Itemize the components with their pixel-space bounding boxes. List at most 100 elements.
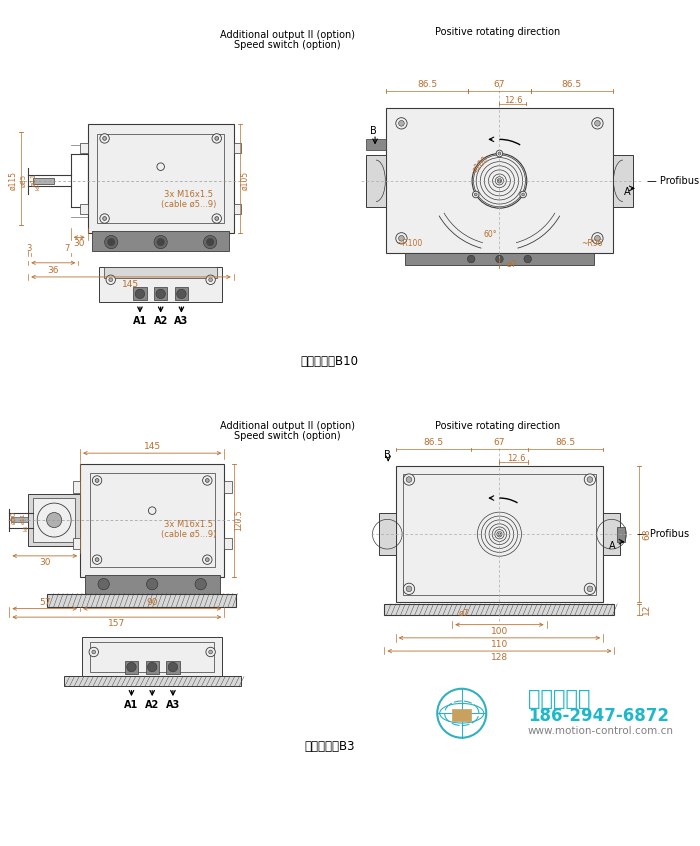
Text: 30: 30	[74, 239, 85, 249]
Bar	[33, 498, 76, 541]
Bar	[603, 513, 620, 555]
Circle shape	[398, 120, 405, 126]
Circle shape	[104, 235, 118, 249]
Bar	[175, 288, 188, 300]
Text: A: A	[624, 187, 631, 197]
Circle shape	[148, 662, 157, 672]
Circle shape	[592, 233, 603, 244]
Circle shape	[498, 152, 501, 155]
Text: ø7: ø7	[507, 261, 517, 269]
Circle shape	[468, 255, 475, 263]
Bar	[395, 466, 603, 602]
Circle shape	[37, 503, 71, 537]
Text: 90: 90	[146, 597, 158, 607]
Text: 36: 36	[48, 266, 59, 275]
Bar	[224, 481, 232, 492]
Circle shape	[584, 474, 596, 486]
Bar	[33, 178, 54, 184]
Text: 67: 67	[494, 438, 505, 448]
Circle shape	[395, 233, 407, 244]
Text: B: B	[370, 126, 377, 136]
Text: Positive rotating direction: Positive rotating direction	[435, 420, 561, 431]
Circle shape	[587, 586, 593, 591]
Bar	[365, 155, 386, 206]
Bar	[64, 677, 241, 686]
Circle shape	[212, 134, 221, 143]
Text: 100: 100	[491, 627, 508, 635]
Text: ø7: ø7	[458, 609, 469, 618]
Text: 57: 57	[39, 597, 50, 607]
Circle shape	[195, 579, 206, 590]
Text: ø100: ø100	[471, 154, 491, 174]
Text: k6: k6	[35, 183, 40, 190]
Circle shape	[594, 120, 601, 126]
Text: A1: A1	[125, 700, 139, 710]
Bar	[104, 266, 217, 277]
Circle shape	[496, 255, 503, 263]
Bar	[90, 641, 214, 672]
Circle shape	[157, 239, 164, 246]
Circle shape	[168, 662, 178, 672]
Circle shape	[398, 235, 405, 241]
Circle shape	[473, 191, 479, 198]
Bar	[73, 538, 80, 549]
Text: 145: 145	[122, 280, 139, 289]
Text: 86.5: 86.5	[561, 80, 582, 89]
Circle shape	[209, 650, 213, 654]
Text: A1: A1	[133, 316, 147, 327]
Bar	[386, 108, 612, 254]
Circle shape	[47, 513, 62, 528]
Circle shape	[522, 193, 524, 196]
Bar	[90, 473, 215, 567]
Text: ø115: ø115	[8, 172, 18, 190]
Bar	[154, 288, 167, 300]
Bar	[73, 481, 80, 492]
Text: Additional output II (option): Additional output II (option)	[220, 420, 355, 431]
Bar	[379, 513, 396, 555]
Circle shape	[103, 136, 106, 140]
Circle shape	[584, 583, 596, 595]
Circle shape	[395, 118, 407, 129]
Circle shape	[148, 507, 156, 514]
Circle shape	[135, 289, 145, 299]
Text: A2: A2	[153, 316, 168, 327]
Circle shape	[89, 647, 99, 656]
Text: 带欧式法兰B10: 带欧式法兰B10	[301, 355, 359, 368]
Circle shape	[202, 475, 212, 486]
Circle shape	[206, 239, 214, 246]
Text: 128: 128	[491, 653, 508, 662]
Text: 157: 157	[108, 619, 125, 629]
Text: 3x M16x1.5
(cable ø5...9): 3x M16x1.5 (cable ø5...9)	[161, 190, 216, 209]
Text: ~R100: ~R100	[395, 239, 422, 249]
Text: www.motion-control.com.cn: www.motion-control.com.cn	[528, 726, 673, 736]
Circle shape	[154, 235, 167, 249]
Bar	[88, 124, 234, 233]
Text: ø11: ø11	[20, 513, 25, 524]
Bar	[99, 266, 222, 302]
Text: ø50: ø50	[10, 511, 16, 524]
Text: 186-2947-6872: 186-2947-6872	[528, 707, 668, 725]
Text: 60°: 60°	[483, 230, 497, 239]
Text: B: B	[384, 450, 391, 460]
Circle shape	[524, 255, 531, 263]
Bar	[125, 662, 138, 673]
Bar	[146, 662, 159, 673]
Circle shape	[215, 136, 218, 140]
Bar	[97, 134, 224, 223]
Bar	[80, 143, 88, 152]
Circle shape	[594, 235, 601, 241]
Circle shape	[100, 214, 109, 223]
Bar	[80, 464, 224, 577]
Circle shape	[127, 662, 136, 672]
Text: 30: 30	[39, 558, 50, 567]
Bar	[612, 155, 634, 206]
Circle shape	[215, 217, 218, 221]
Circle shape	[212, 214, 221, 223]
Bar	[384, 604, 615, 615]
Circle shape	[209, 277, 213, 282]
Circle shape	[92, 555, 102, 564]
Circle shape	[100, 134, 109, 143]
Bar	[452, 710, 471, 721]
Text: ø85: ø85	[20, 174, 27, 187]
Circle shape	[176, 289, 186, 299]
